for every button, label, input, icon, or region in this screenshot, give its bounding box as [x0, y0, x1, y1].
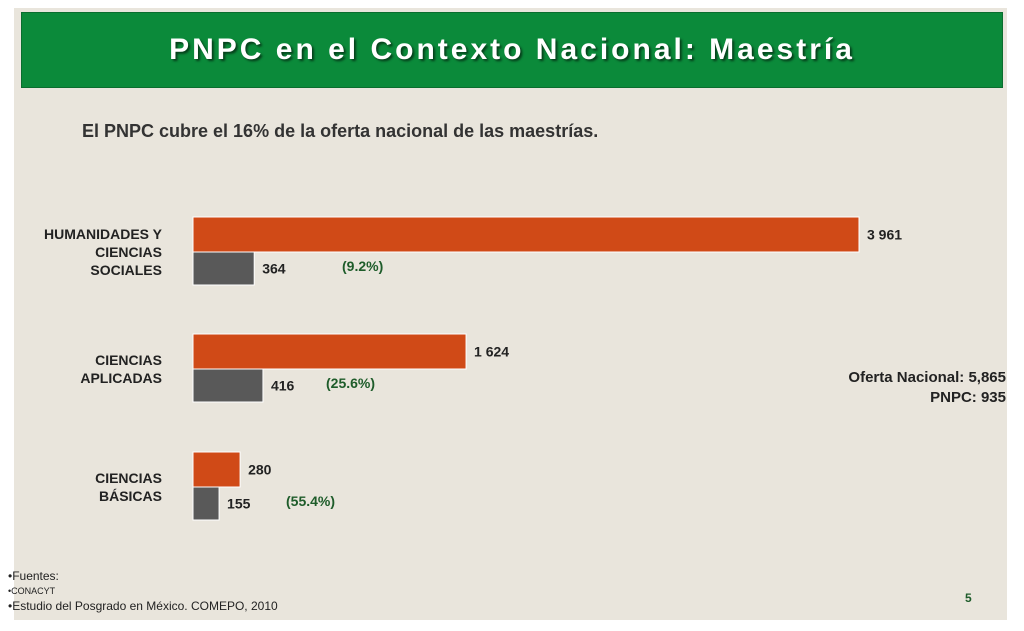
category-label: HUMANIDADES Y — [44, 226, 163, 242]
sources: •Fuentes: •CONACYT •Estudio del Posgrado… — [8, 569, 278, 614]
pnpc-value-label: 364 — [262, 261, 286, 277]
national-bar — [192, 216, 860, 253]
subtitle: El PNPC cubre el 16% de la oferta nacion… — [82, 121, 599, 141]
sources-heading: •Fuentes: — [8, 569, 59, 583]
pnpc-bar — [192, 368, 264, 403]
pnpc-bar — [192, 251, 255, 286]
title-banner: PNPC en el Contexto Nacional: Maestría — [21, 12, 1003, 88]
category-label: APLICADAS — [80, 370, 162, 386]
category-label: CIENCIAS — [95, 352, 162, 368]
category-label: CIENCIAS — [95, 244, 162, 260]
national-bar — [192, 333, 467, 370]
national-bar — [192, 451, 241, 488]
pnpc-total: PNPC: 935 — [930, 389, 1006, 406]
category-label: BÁSICAS — [99, 488, 162, 504]
source-comepo: •Estudio del Posgrado en México. COMEPO,… — [8, 599, 278, 613]
totals-box: Oferta Nacional: 5,865 PNPC: 935 — [848, 368, 1006, 408]
national-value-label: 280 — [248, 462, 272, 478]
percentage-label: (55.4%) — [286, 493, 335, 509]
source-conacyt: •CONACYT — [8, 586, 56, 596]
pnpc-value-label: 416 — [271, 378, 295, 394]
category-label: CIENCIAS — [95, 470, 162, 486]
national-value-label: 1 624 — [474, 344, 509, 360]
category-label: SOCIALES — [90, 262, 162, 278]
slide-background — [14, 8, 1007, 620]
percentage-label: (9.2%) — [342, 258, 383, 274]
pnpc-value-label: 155 — [227, 496, 251, 512]
page-number: 5 — [965, 591, 972, 605]
percentage-label: (25.6%) — [326, 375, 375, 391]
national-total: Oferta Nacional: 5,865 — [848, 369, 1006, 386]
national-value-label: 3 961 — [867, 227, 902, 243]
pnpc-bar — [192, 486, 220, 521]
page-title: PNPC en el Contexto Nacional: Maestría — [169, 33, 855, 66]
